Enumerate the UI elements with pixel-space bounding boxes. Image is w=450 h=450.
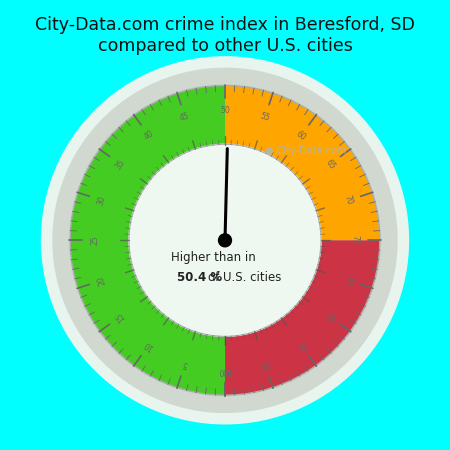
Text: 75: 75 <box>350 235 359 245</box>
Polygon shape <box>70 86 225 395</box>
Text: 30: 30 <box>96 194 108 206</box>
Text: 25: 25 <box>91 235 100 245</box>
Polygon shape <box>225 240 380 395</box>
Text: 5: 5 <box>181 359 189 369</box>
Text: 80: 80 <box>342 274 354 286</box>
Text: compared to other U.S. cities: compared to other U.S. cities <box>98 37 352 55</box>
Circle shape <box>219 234 231 247</box>
Text: ● City-Data.com: ● City-Data.com <box>265 146 346 157</box>
Polygon shape <box>225 86 380 240</box>
Text: 50: 50 <box>220 106 230 115</box>
Circle shape <box>41 57 409 424</box>
Text: 55: 55 <box>259 111 271 123</box>
Circle shape <box>129 144 321 336</box>
Text: 40: 40 <box>142 129 155 142</box>
Text: 90: 90 <box>295 339 308 352</box>
Circle shape <box>69 85 381 396</box>
Text: 45: 45 <box>179 111 191 123</box>
Text: 85: 85 <box>324 310 337 323</box>
Text: 0: 0 <box>223 365 227 374</box>
Text: 65: 65 <box>324 158 337 171</box>
Circle shape <box>53 68 397 412</box>
Text: of U.S. cities: of U.S. cities <box>208 271 282 284</box>
Text: 70: 70 <box>342 194 354 206</box>
Text: 10: 10 <box>142 339 155 352</box>
Text: 35: 35 <box>113 158 126 171</box>
Text: City-Data.com crime index in Beresford, SD: City-Data.com crime index in Beresford, … <box>35 16 415 34</box>
Text: 100: 100 <box>218 365 232 374</box>
Text: 15: 15 <box>113 310 126 323</box>
Text: 95: 95 <box>259 358 271 369</box>
Text: 20: 20 <box>96 274 108 286</box>
Text: 50.4 %: 50.4 % <box>177 271 222 284</box>
Text: 60: 60 <box>295 129 308 142</box>
Text: Higher than in: Higher than in <box>171 251 256 264</box>
